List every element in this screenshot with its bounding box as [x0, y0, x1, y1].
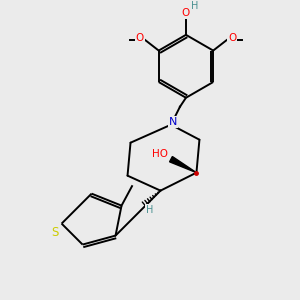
- Text: H: H: [146, 205, 153, 214]
- Text: O: O: [228, 33, 236, 43]
- Text: O: O: [182, 8, 190, 18]
- Text: N: N: [169, 117, 178, 127]
- Text: HO: HO: [152, 149, 168, 159]
- Polygon shape: [169, 157, 196, 173]
- Text: H: H: [191, 2, 198, 11]
- Text: O: O: [136, 33, 144, 43]
- Text: S: S: [51, 226, 59, 239]
